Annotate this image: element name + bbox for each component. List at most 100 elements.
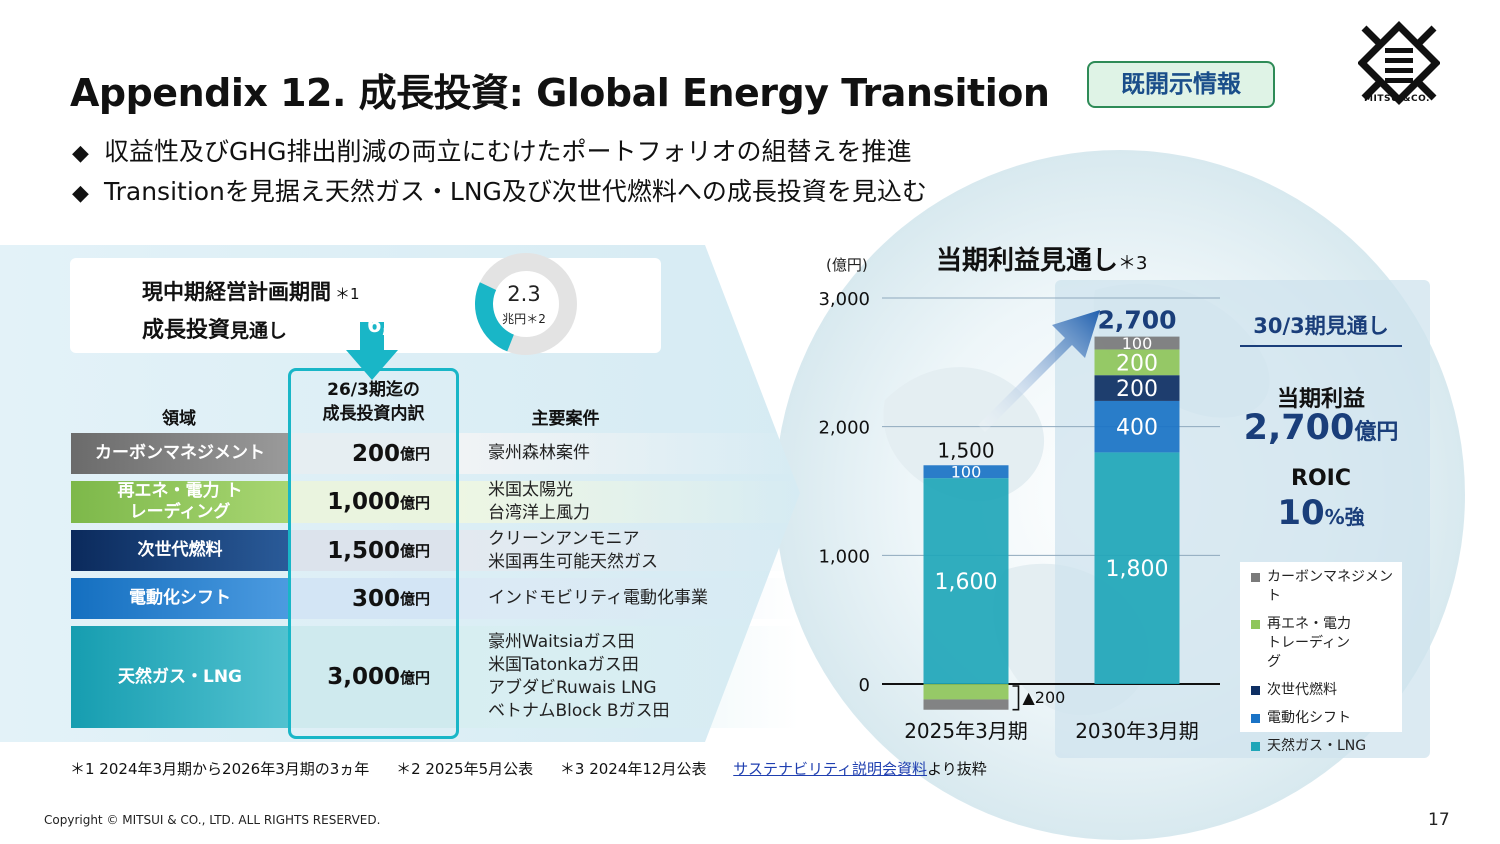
donut-total-unit: 兆円＊2 [502, 312, 546, 326]
donut-total-value: 2.3 [507, 282, 541, 306]
segment-label: 1,600 [935, 570, 998, 595]
segment-label: 100 [1122, 334, 1153, 353]
amount-cell: 1,500 億円 [291, 530, 456, 571]
project-item: 台湾洋上風力 [488, 503, 590, 523]
bullet-point: ◆ 収益性及びGHG排出削減の両立にむけたポートフォリオの組替えを推進 [72, 137, 912, 166]
bar-segment [923, 478, 1009, 684]
column-header-domain: 領域 [162, 409, 196, 429]
chart-legend: カーボンマネジメント 再エネ・電力 トレーディング 次世代燃料 電動化シフト 天… [1240, 562, 1402, 754]
logo-wordmark: MITSUI&CO. [1364, 94, 1430, 104]
x-category-label: 2030年3月期 [1075, 719, 1199, 743]
copyright: Copyright © MITSUI & CO., LTD. ALL RIGHT… [44, 813, 381, 827]
projects-cell: 豪州森林案件 [459, 433, 799, 474]
mitsui-logo-icon [1358, 21, 1440, 105]
amount-cell: 200 億円 [291, 433, 456, 474]
profit-outlook-chart: (億円)3,0002,0001,00001,6001001,5002025年3月… [818, 256, 1220, 743]
highlighted-breakdown-column [288, 368, 459, 739]
project-item: 米国再生可能天然ガス [488, 551, 658, 572]
project-item: 米国Tatonkaガス田 [488, 655, 639, 675]
sustainability-briefing-link[interactable]: サステナビリティ説明会資料 [733, 760, 928, 778]
category-renewables-power: 再エネ・電力 トレーディング [71, 481, 289, 523]
bar-segment [1094, 452, 1180, 684]
bullet-point: ◆ Transitionを見据え天然ガス・LNG及び次世代燃料への成長投資を見込む [72, 177, 927, 206]
bar-total-label: 1,500 [937, 438, 994, 462]
bar-segment [1094, 336, 1180, 350]
legend-item: 次世代燃料 [1251, 681, 1402, 700]
roic-value: 10%強 [1277, 493, 1365, 533]
projects-cell: インドモビリティ電動化事業 [459, 578, 799, 619]
project-item: アブダビRuwais LNG [488, 678, 657, 698]
bar-segment [1094, 400, 1180, 453]
negative-value-label: ▲200 [1023, 688, 1066, 707]
legend-swatch [1251, 573, 1260, 582]
outlook-heading: 30/3期見通し [1253, 314, 1389, 338]
projects-cell: クリーンアンモニア 米国再生可能天然ガス [459, 528, 799, 572]
legend-item: 再エネ・電力 トレーディング [1251, 615, 1402, 672]
project-item: クリーンアンモニア [488, 528, 640, 549]
amount-cell: 300 億円 [291, 578, 456, 619]
segment-label: 100 [951, 462, 982, 481]
roic-label: ROIC [1291, 466, 1351, 491]
category-carbon-management: カーボンマネジメント [71, 433, 289, 474]
growth-arrow-icon [978, 310, 1100, 432]
column-header-main-projects: 主要案件 [531, 409, 600, 429]
legend-swatch [1251, 714, 1260, 723]
legend-item: カーボンマネジメント [1251, 568, 1402, 606]
segment-label: 400 [1116, 416, 1158, 441]
down-arrow-icon [346, 322, 398, 380]
segment-label: 200 [1116, 351, 1158, 376]
bar-segment [1094, 349, 1180, 376]
bar-total-label: 2,700 [1097, 306, 1176, 335]
projects-cell: 米国太陽光 台湾洋上風力 [459, 480, 799, 523]
amount-cell: 1,000 億円 [291, 481, 456, 523]
footnote-3: ＊3 2024年12月公表 [559, 760, 707, 778]
profit-value: 2,700億円 [1243, 408, 1399, 448]
projects-cell: 豪州Waitsiaガス田 米国Tatonkaガス田 アブダビRuwais LNG… [459, 626, 799, 728]
legend-item: 電動化シフト [1251, 709, 1402, 728]
header-breakdown-line1: 26/3期迄の [327, 380, 420, 400]
y-axis-unit: (億円) [826, 256, 868, 274]
y-tick-label: 2,000 [818, 418, 870, 439]
segment-label: 1,800 [1106, 557, 1169, 582]
project-item: 豪州Waitsiaガス田 [488, 632, 635, 652]
bar-segment [923, 465, 1009, 479]
header-breakdown-line2: 成長投資内訳 [322, 404, 425, 424]
category-electrification: 電動化シフト [71, 578, 289, 619]
legend-swatch [1251, 686, 1260, 695]
bar-segment [1094, 375, 1180, 401]
legend-swatch [1251, 620, 1260, 629]
footnote-2: ＊2 2025年5月公表 [396, 760, 534, 778]
negative-bracket [1012, 685, 1020, 711]
chart-title: 当期利益見通し＊3 [936, 246, 1148, 276]
bar-segment [923, 699, 1009, 710]
legend-item: 天然ガス・LNG [1251, 737, 1402, 756]
category-natural-gas-lng: 天然ガス・LNG [71, 626, 289, 728]
outlook-divider [1240, 345, 1402, 347]
growth-investment-amount: 6,000億円 [367, 313, 464, 337]
disclosure-badge: 既開示情報 [1087, 61, 1275, 108]
project-item: インドモビリティ電動化事業 [488, 588, 708, 608]
page-title: Appendix 12. 成長投資: Global Energy Transit… [70, 71, 1050, 115]
project-item: 米国太陽光 [488, 480, 573, 500]
segment-label: 200 [1116, 377, 1158, 402]
footnote-1: ＊1 2024年3月期から2026年3月期の3ヵ年 [70, 760, 370, 778]
investment-donut-chart [475, 253, 577, 355]
category-next-gen-fuels: 次世代燃料 [71, 530, 289, 571]
footnotes: ＊1 2024年3月期から2026年3月期の3ヵ年 ＊2 2025年5月公表 ＊… [70, 760, 987, 778]
project-item: 豪州森林案件 [488, 443, 590, 463]
amount-cell: 3,000 億円 [291, 626, 456, 728]
category-label: 再エネ・電力 トレーディング [117, 481, 243, 522]
plan-heading: 現中期経営計画期間 ＊1 [142, 280, 360, 304]
project-item: ベトナムBlock Bガス田 [488, 701, 670, 721]
legend-swatch [1251, 742, 1260, 751]
bar-segment [923, 684, 1009, 700]
x-category-label: 2025年3月期 [904, 719, 1028, 743]
y-tick-label: 1,000 [818, 546, 870, 567]
plan-subheading: 成長投資見通し [142, 318, 288, 343]
column-header-breakdown: 26/3期迄の 成長投資内訳 [291, 378, 456, 426]
donut-share-arc [475, 282, 515, 352]
y-tick-label: 3,000 [818, 289, 870, 310]
profit-label: 当期利益 [1276, 387, 1365, 412]
y-tick-label: 0 [859, 675, 870, 696]
page-number: 17 [1428, 810, 1450, 830]
